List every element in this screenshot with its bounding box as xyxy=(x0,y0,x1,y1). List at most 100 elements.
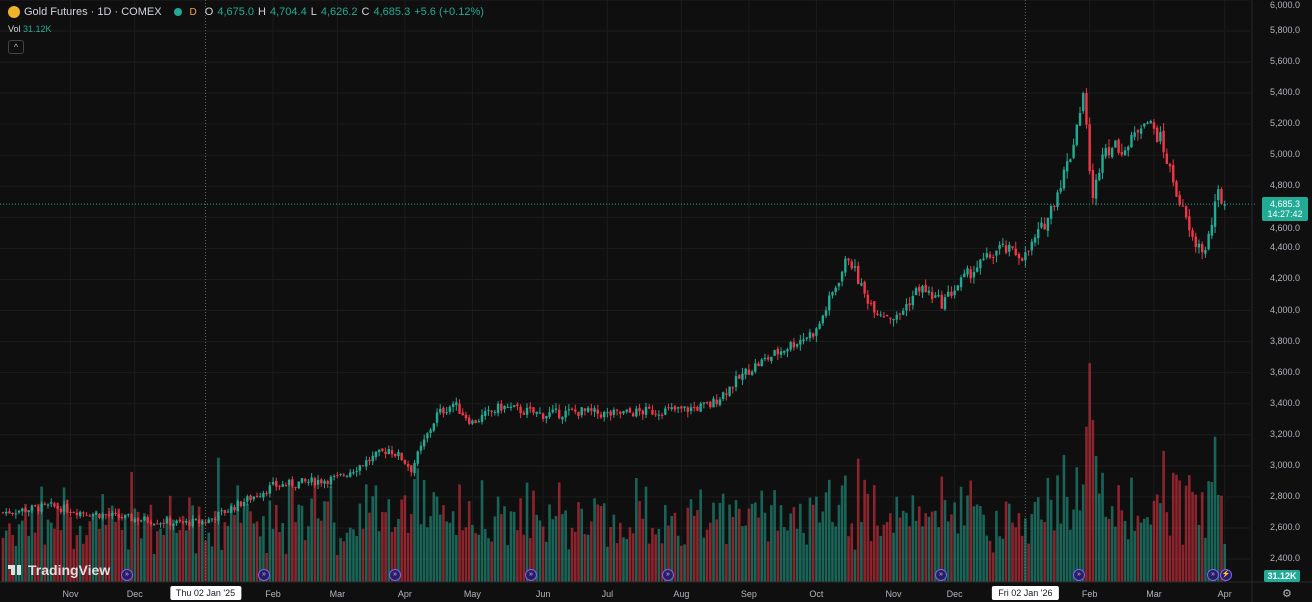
dividend-event-icon[interactable]: » xyxy=(935,569,947,581)
candle-body xyxy=(747,369,751,375)
volume-bar xyxy=(503,506,506,582)
change-value: +5.6 (+0.12%) xyxy=(414,6,484,18)
volume-bar xyxy=(381,511,384,582)
dividend-event-icon[interactable]: » xyxy=(258,569,270,581)
candle-body xyxy=(770,356,773,362)
dividend-event-icon[interactable]: » xyxy=(1073,569,1085,581)
volume-bar xyxy=(1069,529,1072,582)
candle-body xyxy=(760,359,763,367)
dividend-event-icon[interactable]: » xyxy=(662,569,674,581)
settings-gear-icon[interactable]: ⚙ xyxy=(1282,588,1292,600)
candle-body xyxy=(1178,195,1181,205)
volume-bar xyxy=(422,480,426,582)
volume-bar xyxy=(1033,502,1037,582)
candle-body xyxy=(609,411,612,416)
candle-body xyxy=(548,412,551,417)
candle-body xyxy=(46,504,50,506)
volume-bar xyxy=(175,532,178,582)
candle-body xyxy=(693,407,696,409)
volume-bar xyxy=(8,523,11,582)
volume-bar xyxy=(435,496,439,582)
candle-body xyxy=(834,287,837,293)
volume-bar xyxy=(934,510,937,582)
volume-bar xyxy=(1117,485,1120,582)
time-axis-label: Feb xyxy=(265,589,281,599)
price-axis-label: 3,400.0 xyxy=(1269,397,1300,408)
candle-body xyxy=(1098,172,1101,181)
volume-bar xyxy=(291,481,294,582)
earnings-event-icon[interactable]: ⚡ xyxy=(1220,569,1232,581)
volume-bar xyxy=(229,503,233,582)
candle-body xyxy=(670,407,673,410)
volume-bar xyxy=(210,546,214,582)
candle-body xyxy=(17,510,21,513)
candle-body xyxy=(750,371,754,375)
candle-body xyxy=(1165,153,1169,165)
candle-body xyxy=(403,459,407,464)
candle-body xyxy=(824,310,828,316)
dividend-event-icon[interactable]: » xyxy=(121,569,133,581)
volume-bar xyxy=(1078,510,1082,582)
candle-body xyxy=(564,410,567,418)
volume-bar xyxy=(143,513,146,582)
candle-body xyxy=(744,368,747,375)
volume-bar xyxy=(46,519,50,582)
volume-bar xyxy=(827,479,831,582)
volume-bar xyxy=(709,522,712,582)
candle-body xyxy=(281,484,284,487)
candle-body xyxy=(783,350,786,353)
volume-bar xyxy=(490,541,493,582)
volume-bar xyxy=(1004,501,1008,582)
volume-bar xyxy=(14,545,18,582)
symbol-title[interactable]: Gold Futures · 1D · COMEX xyxy=(24,6,162,18)
volume-bar xyxy=(406,533,410,582)
collapse-legend-button[interactable]: ^ xyxy=(8,40,24,54)
candle-body xyxy=(554,408,558,410)
volume-bar xyxy=(348,527,352,582)
volume-bar xyxy=(1149,524,1153,582)
candle-body xyxy=(821,315,825,324)
candle-body xyxy=(24,508,27,512)
dividend-event-icon[interactable]: » xyxy=(389,569,401,581)
candle-body xyxy=(622,411,625,414)
volume-bar xyxy=(792,507,796,582)
volume-bar xyxy=(410,513,413,582)
candle-body xyxy=(114,512,117,514)
volume-bar xyxy=(24,503,27,582)
candle-body xyxy=(1024,252,1027,261)
volume-bar xyxy=(368,512,371,582)
volume-bar xyxy=(570,527,574,582)
volume-bar xyxy=(1011,522,1014,582)
tradingview-watermark[interactable]: TradingView xyxy=(8,562,110,578)
volume-bar xyxy=(583,534,587,582)
candle-body xyxy=(95,512,98,515)
volume-bar xyxy=(712,502,715,582)
candle-body xyxy=(127,514,130,516)
candle-body xyxy=(712,398,715,408)
dividend-event-icon[interactable]: » xyxy=(525,569,537,581)
volume-bar xyxy=(69,516,72,582)
volume-bar xyxy=(773,490,776,582)
candle-body xyxy=(1104,148,1107,157)
volume-bar xyxy=(358,503,362,582)
volume-bar xyxy=(1181,544,1185,582)
candle-body xyxy=(471,420,474,424)
volume-bar xyxy=(1133,530,1136,582)
volume-bar xyxy=(377,531,381,582)
candle-body xyxy=(432,423,436,431)
dividend-event-icon[interactable]: » xyxy=(1207,569,1219,581)
candle-body xyxy=(721,392,725,399)
volume-bar xyxy=(1001,538,1005,582)
volume-bar xyxy=(612,514,616,582)
volume-bar xyxy=(921,526,924,582)
volume-bar xyxy=(294,522,297,582)
candle-body xyxy=(779,351,783,355)
candle-body xyxy=(1188,216,1191,231)
candle-body xyxy=(387,449,390,454)
volume-bar xyxy=(1155,494,1159,582)
candle-body xyxy=(873,301,876,313)
candle-body xyxy=(789,342,792,350)
volume-bar xyxy=(528,537,532,582)
volume-bar xyxy=(496,496,500,582)
